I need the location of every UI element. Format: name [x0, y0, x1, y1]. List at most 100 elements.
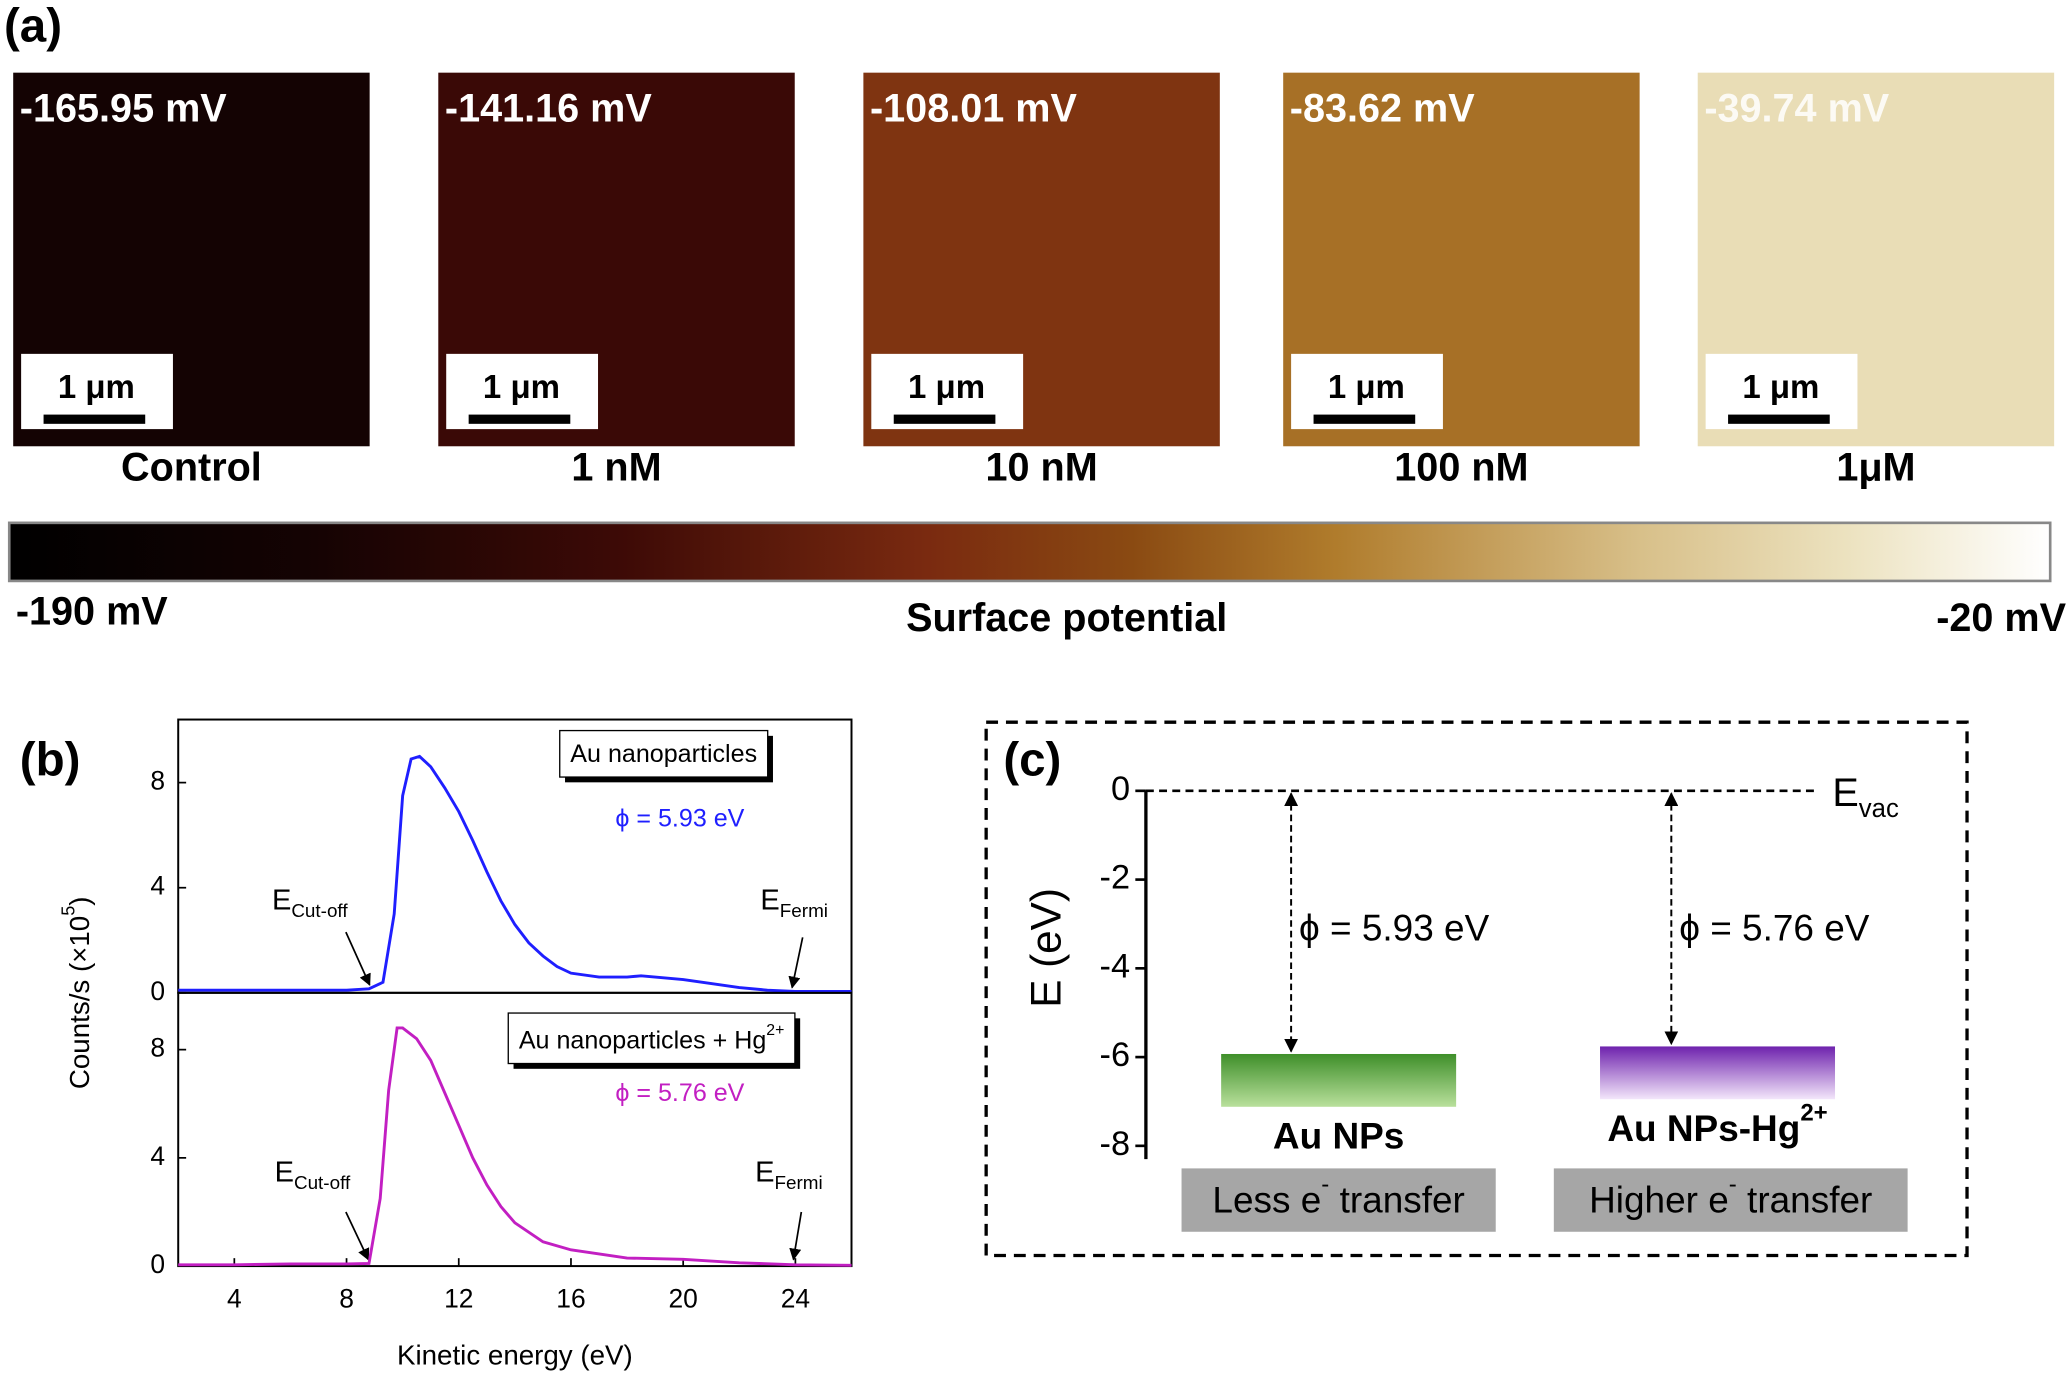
scale-bar: [893, 414, 996, 424]
y-tick-label: 8: [150, 766, 165, 796]
colorbar-min: -190 mV: [16, 589, 168, 633]
level-name: Au NPs-Hg2+: [1607, 1100, 1827, 1149]
arrow: [345, 1211, 370, 1261]
work-function: ϕ = 5.93 eV: [1299, 908, 1490, 949]
level-name-part: Au NPs: [1273, 1115, 1404, 1156]
annotation: ECut-off: [275, 1156, 351, 1192]
potential-label: -165.95 mV: [20, 86, 227, 130]
y-axis-label-part: Counts/s (×10: [64, 916, 95, 1089]
scale-bar: [468, 414, 571, 424]
transfer-label-part: Higher e: [1589, 1179, 1729, 1220]
scale-bar-label: 1 μm: [58, 368, 135, 405]
panel-label: (a): [4, 0, 62, 53]
annotation: EFermi: [760, 884, 828, 920]
caption: 10 nM: [985, 445, 1097, 489]
colorbar-max: -20 mV: [1936, 596, 2066, 640]
plot-frame: [177, 991, 853, 1268]
caption: 1μM: [1836, 445, 1915, 489]
annotation-part: Fermi: [775, 1172, 823, 1193]
colorbar-title: Surface potential: [906, 596, 1227, 640]
spectrum-line: [178, 1026, 852, 1267]
transfer-box: [1181, 1168, 1496, 1232]
annotation: ECut-off: [272, 884, 348, 920]
level-name-part: 2+: [1800, 1100, 1827, 1127]
y-axis-label: Counts/s (×105): [58, 896, 95, 1089]
y-axis-label-part: ): [64, 896, 95, 905]
x-axis-label: Kinetic energy (eV): [397, 1340, 633, 1371]
x-tick-label: 24: [781, 1283, 810, 1313]
work-function: ϕ = 5.76 eV: [1679, 908, 1870, 949]
caption: 100 nM: [1394, 445, 1528, 489]
arrow: [789, 1211, 803, 1261]
arrow: [788, 937, 804, 989]
caption: 1 nM: [571, 445, 661, 489]
y-axis-label-part: 5: [58, 906, 78, 916]
annotation-part: E: [272, 884, 291, 916]
legend-name: Au nanoparticles: [570, 740, 757, 768]
panel-label: (c): [1003, 734, 1061, 787]
potential-label: -39.74 mV: [1704, 86, 1889, 130]
transfer-label-part: -: [1729, 1171, 1737, 1198]
annotation: EFermi: [755, 1156, 823, 1192]
annotation-part: E: [755, 1156, 774, 1188]
energy-level: [1221, 1053, 1457, 1107]
x-tick-label: 4: [227, 1283, 242, 1313]
annotation-part: E: [760, 884, 779, 916]
y-tick-label: 0: [150, 976, 165, 1006]
transfer-box: [1553, 1168, 1908, 1232]
level-name-part: Au NPs-Hg: [1607, 1108, 1800, 1149]
scale-bar-label: 1 μm: [908, 368, 985, 405]
x-tick-label: 8: [339, 1283, 354, 1313]
y-tick-label: 4: [150, 871, 165, 901]
level-name: Au NPs: [1273, 1115, 1404, 1156]
legend-sup: 2+: [766, 1022, 784, 1039]
y-tick-label: -2: [1100, 859, 1131, 897]
annotation-part: Cut-off: [291, 900, 348, 921]
transfer-label-part: transfer: [1329, 1179, 1465, 1220]
legend-label: Au nanoparticles: [570, 740, 757, 768]
scale-bar-label: 1 μm: [1328, 368, 1405, 405]
colorbar: [7, 521, 2052, 583]
potential-label: -83.62 mV: [1290, 86, 1475, 130]
scale-bar: [1313, 414, 1416, 424]
transfer-label-part: Less e: [1212, 1179, 1321, 1220]
scale-bar: [1728, 414, 1830, 424]
y-tick-label: 0: [1111, 770, 1130, 808]
work-function: ϕ = 5.76 eV: [615, 1079, 744, 1107]
y-tick-label: 0: [150, 1249, 165, 1279]
legend-box: [507, 1012, 796, 1065]
scale-bar: [43, 414, 146, 424]
vacuum-label: Evac: [1832, 772, 1899, 823]
y-tick-label: 8: [150, 1033, 165, 1063]
transfer-label-part: transfer: [1737, 1179, 1873, 1220]
x-tick-label: 16: [556, 1283, 585, 1313]
transfer-label: Less e- transfer: [1212, 1171, 1464, 1220]
transfer-label-part: -: [1321, 1171, 1329, 1198]
spectrum-line: [178, 754, 852, 993]
scale-bar-label: 1 μm: [1742, 368, 1819, 405]
y-axis-label: E (eV): [1023, 888, 1070, 1008]
y-tick-label: -6: [1100, 1036, 1131, 1074]
y-tick-label: 4: [150, 1141, 165, 1171]
vacuum-label-part: E: [1832, 772, 1858, 816]
caption: Control: [121, 445, 262, 489]
y-tick-label: -8: [1100, 1125, 1131, 1163]
annotation-part: Fermi: [780, 900, 828, 921]
scale-bar-label: 1 μm: [483, 368, 560, 405]
legend-box: [559, 729, 769, 778]
annotation-part: Cut-off: [294, 1172, 351, 1193]
legend-label: Au nanoparticles + Hg2+: [519, 1022, 785, 1054]
x-tick-label: 12: [444, 1283, 473, 1313]
potential-label: -141.16 mV: [445, 86, 652, 130]
vacuum-label-part: vac: [1859, 795, 1899, 823]
x-tick-label: 20: [668, 1283, 697, 1313]
transfer-label: Higher e- transfer: [1589, 1171, 1872, 1220]
energy-level: [1600, 1046, 1836, 1100]
legend-name: Au nanoparticles + Hg: [519, 1026, 766, 1054]
potential-label: -108.01 mV: [870, 86, 1077, 130]
arrow: [345, 931, 371, 986]
annotation-part: E: [275, 1156, 294, 1188]
panel-frame: [984, 720, 1969, 1258]
